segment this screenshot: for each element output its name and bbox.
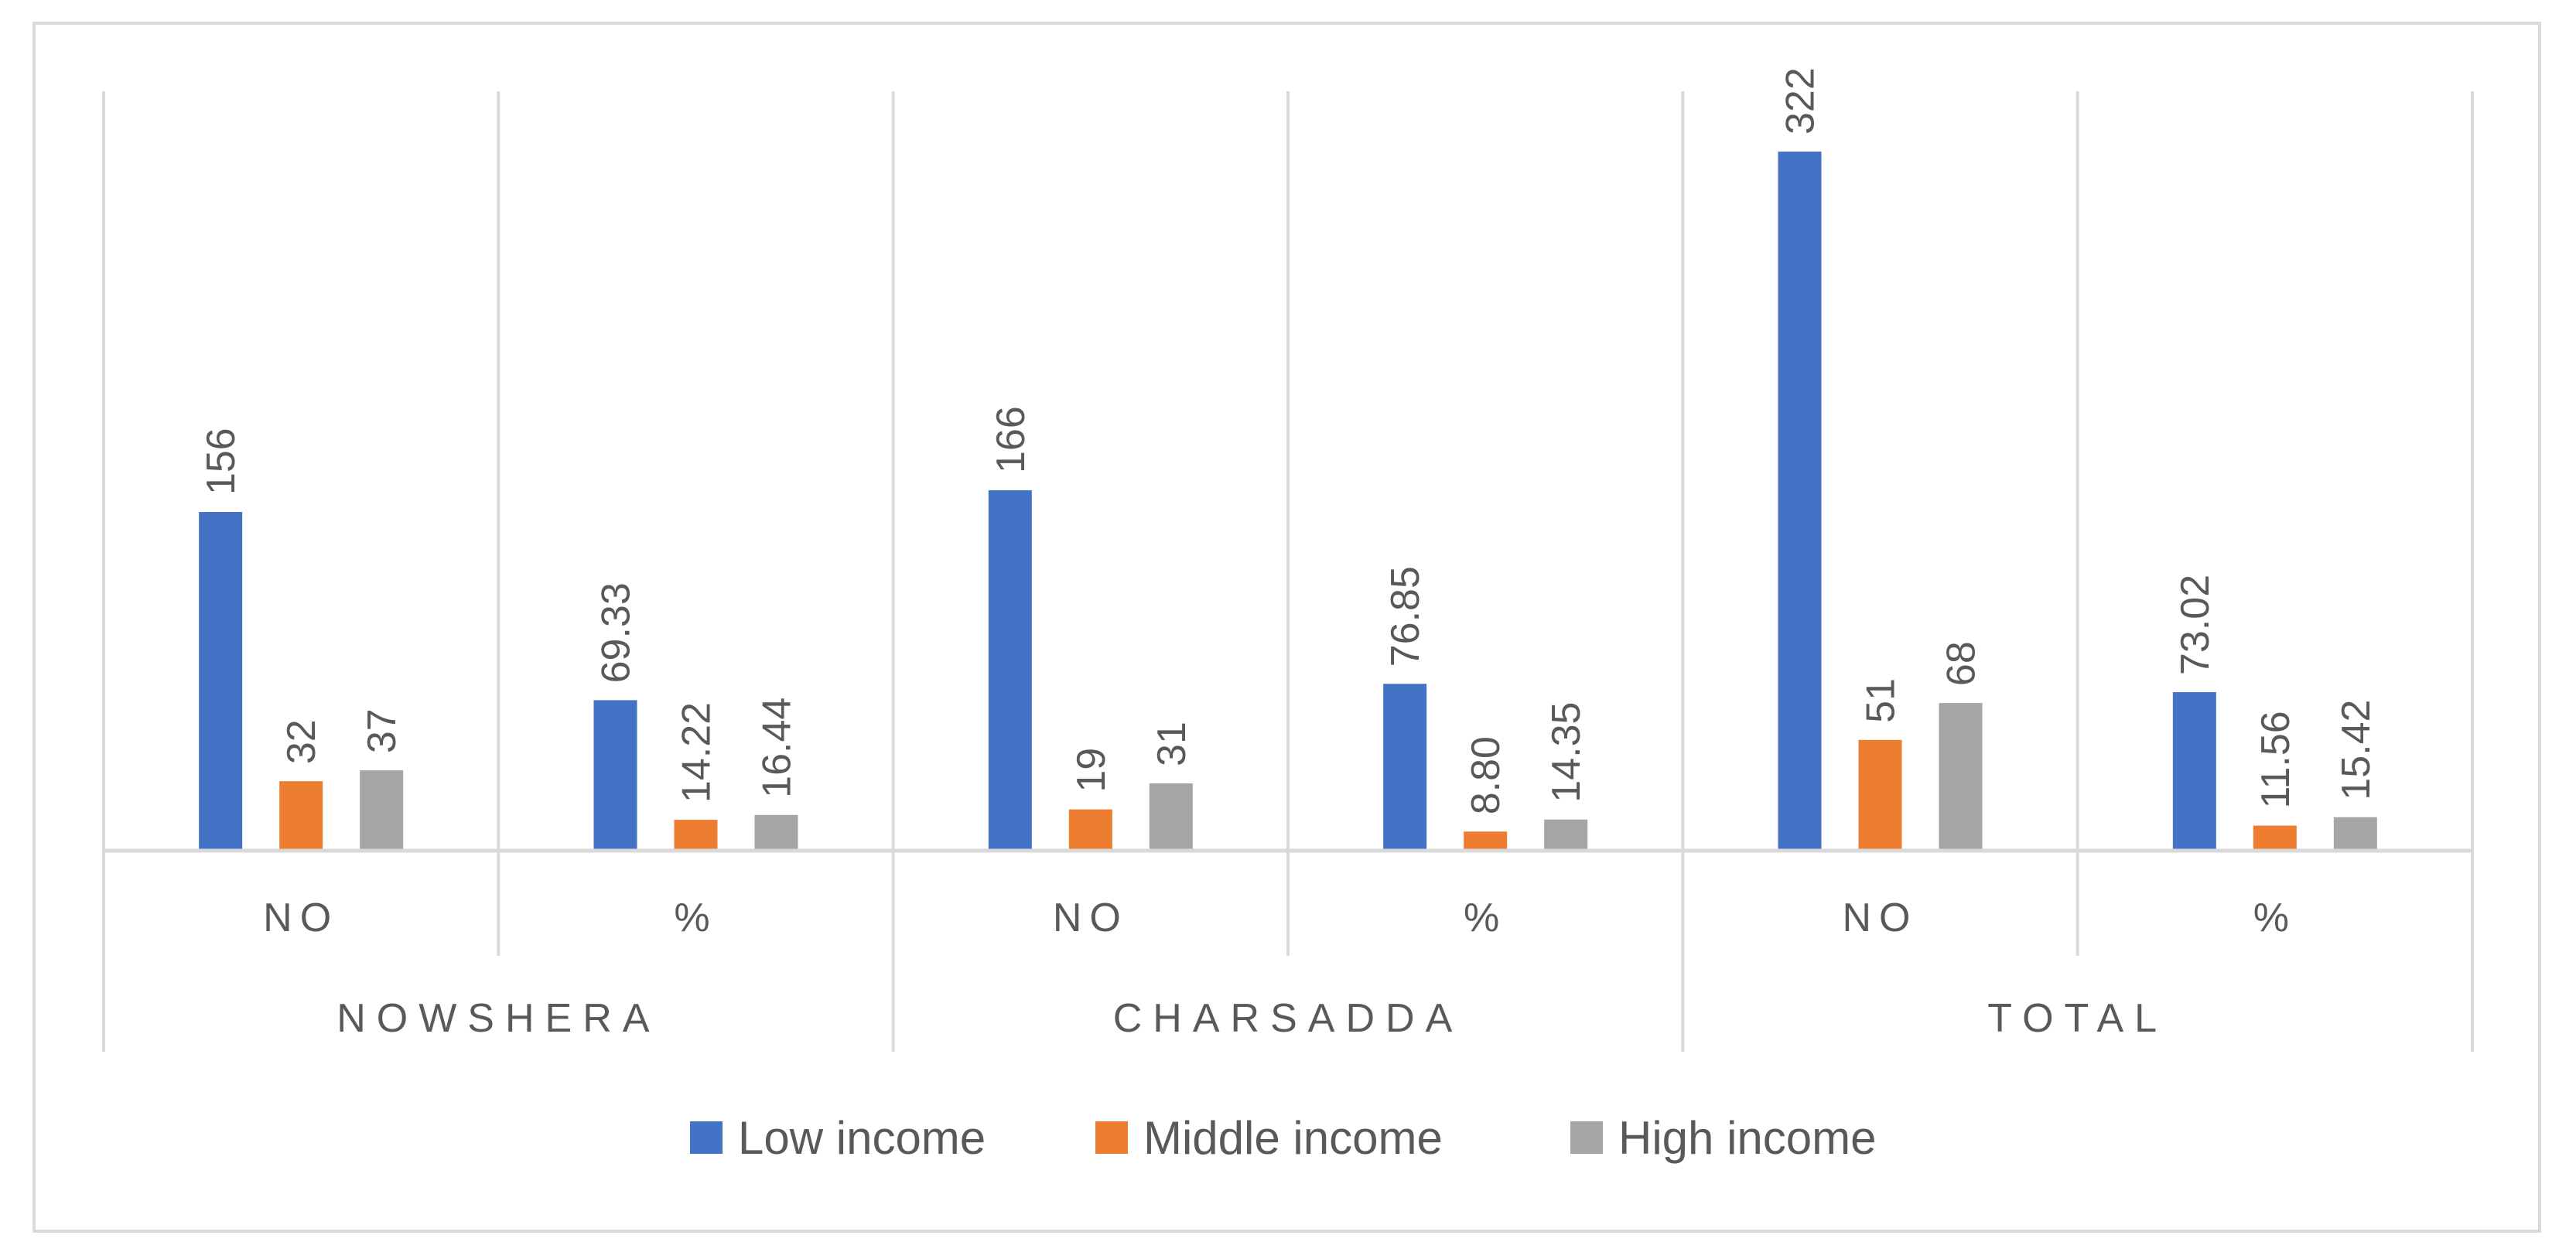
data-label: 14.35 [1544, 702, 1589, 803]
legend-label: High income [1618, 1112, 1877, 1164]
bar [988, 490, 1032, 851]
data-label: 156 [199, 428, 244, 495]
data-label: 32 [279, 719, 324, 764]
x-tick-label: NO [1843, 896, 1918, 940]
x-tick-label: NO [1053, 896, 1129, 940]
data-label: 68 [1939, 641, 1984, 686]
data-label: 322 [1778, 67, 1823, 135]
bar [2253, 825, 2297, 851]
x-tick-label: % [1464, 896, 1507, 940]
bar [1858, 739, 1902, 851]
bar [2172, 691, 2216, 851]
legend-label: Low income [738, 1112, 986, 1164]
data-label: 19 [1069, 748, 1114, 793]
data-label: 166 [989, 406, 1033, 473]
data-label: 51 [1859, 678, 1904, 723]
bar [1778, 152, 1822, 851]
x-tick-label: NO [263, 896, 339, 940]
data-label: 15.42 [2334, 700, 2379, 800]
data-label: 37 [360, 708, 405, 753]
group-label: NOWSHERA [337, 996, 660, 1041]
data-label: 8.80 [1464, 736, 1508, 814]
bar [593, 700, 637, 851]
data-label: 14.22 [675, 702, 719, 803]
legend-swatch [690, 1121, 723, 1154]
group-label: TOTAL [1987, 996, 2168, 1041]
legend-swatch [1570, 1121, 1603, 1154]
bar [1149, 783, 1193, 851]
bar [2333, 817, 2377, 851]
x-tick-label: % [2253, 896, 2297, 940]
legend-swatch [1095, 1121, 1128, 1154]
group-label: CHARSADDA [1113, 996, 1464, 1041]
data-label: 73.02 [2173, 575, 2218, 675]
data-label: 69.33 [594, 582, 639, 683]
bar [1464, 831, 1508, 851]
data-label: 16.44 [755, 698, 800, 798]
x-tick-label: % [674, 896, 717, 940]
bar [1939, 703, 1983, 851]
bar [1068, 809, 1112, 851]
bar [1544, 819, 1588, 851]
bar [674, 820, 718, 851]
bar [360, 770, 404, 851]
bar [199, 512, 243, 851]
data-label: 76.85 [1383, 566, 1428, 667]
data-label: 11.56 [2253, 711, 2298, 808]
bar [754, 814, 798, 851]
legend-label: Middle income [1143, 1112, 1443, 1164]
bar [279, 781, 323, 851]
bar [1383, 684, 1427, 851]
data-label: 31 [1150, 722, 1194, 766]
